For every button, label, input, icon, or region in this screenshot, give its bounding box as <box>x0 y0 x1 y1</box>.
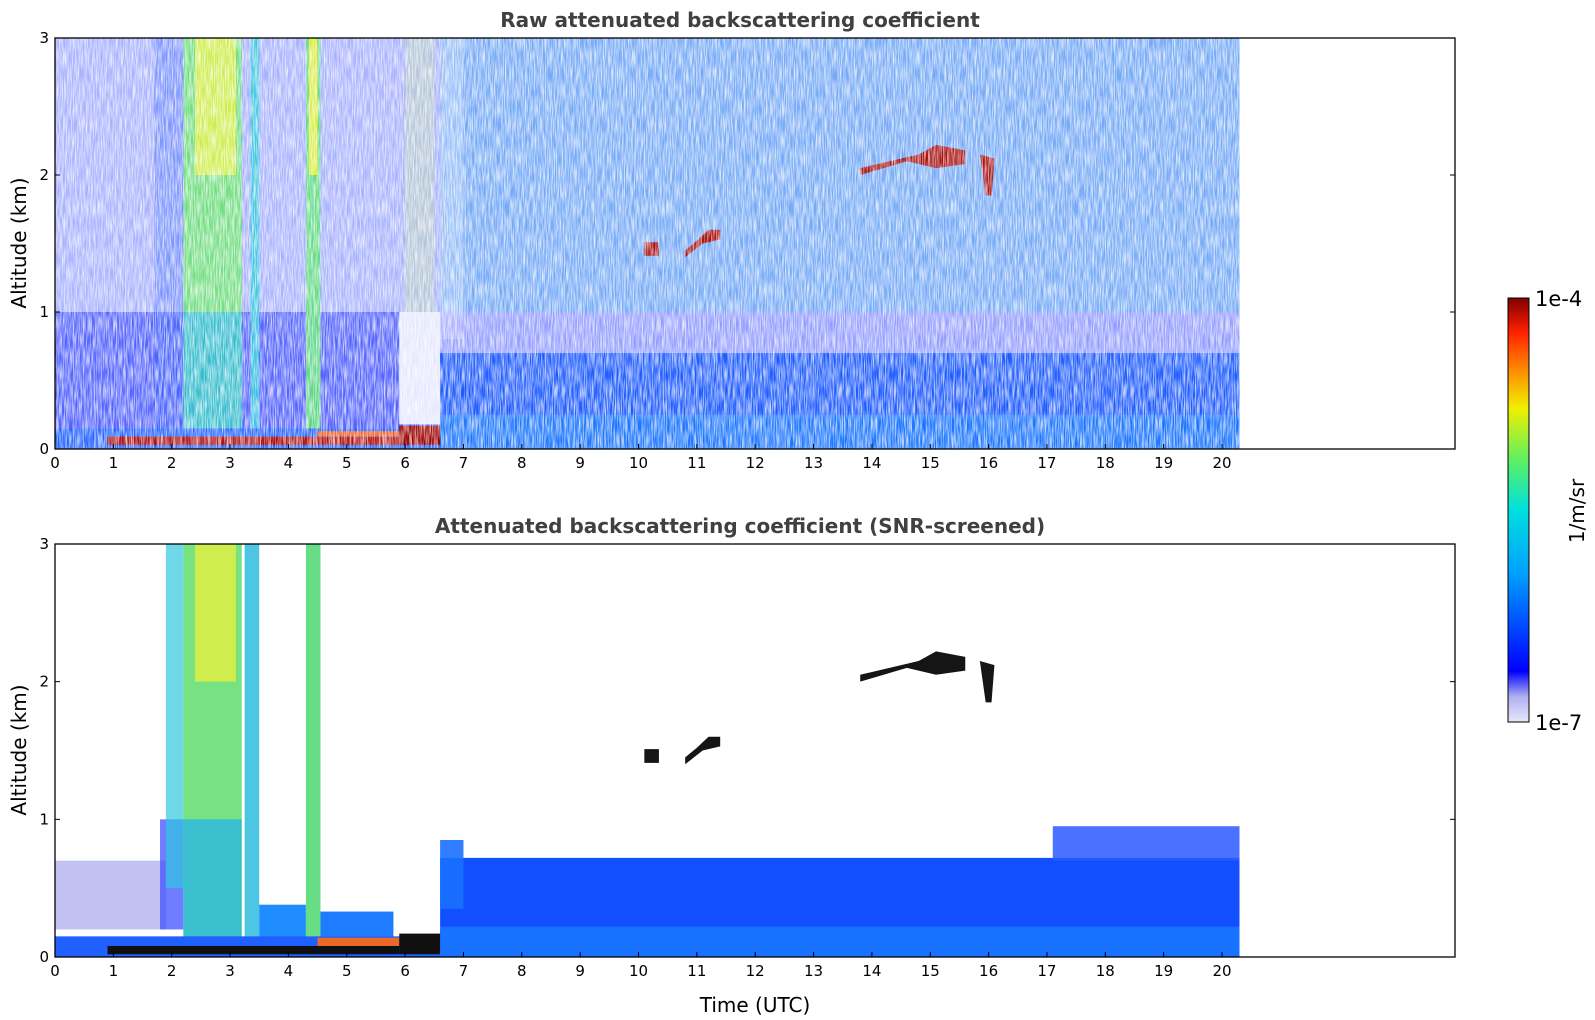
x-tick-label: 10 <box>629 454 648 472</box>
y-tick-label: 1 <box>39 810 49 828</box>
x-tick-label: 11 <box>687 962 706 980</box>
x-tick-label: 8 <box>517 962 527 980</box>
x-tick-label: 6 <box>400 454 410 472</box>
x-tick-label: 5 <box>342 454 352 472</box>
x-tick-label: 20 <box>1212 454 1231 472</box>
colorbar <box>1507 297 1530 723</box>
x-tick-label: 3 <box>225 962 235 980</box>
x-tick-label: 18 <box>1096 454 1115 472</box>
x-tick-label: 17 <box>1037 962 1056 980</box>
x-tick-label: 13 <box>804 454 823 472</box>
x-tick-label: 0 <box>50 454 60 472</box>
cloud <box>644 749 659 763</box>
x-tick-label: 10 <box>629 962 648 980</box>
x-tick-label: 17 <box>1037 454 1056 472</box>
faint-layer <box>55 860 166 930</box>
colorbar-label: 1/m/sr <box>1565 478 1589 543</box>
y-tick-label: 1 <box>39 303 49 321</box>
x-tick-label: 6 <box>400 962 410 980</box>
x-tick-label: 12 <box>746 962 765 980</box>
x-tick-label: 5 <box>342 962 352 980</box>
x-tick-label: 7 <box>459 962 469 980</box>
x-tick-label: 1 <box>109 962 119 980</box>
y-tick-label: 0 <box>39 948 49 966</box>
x-tick-label: 1 <box>109 454 119 472</box>
panel-2-heatmap <box>55 544 1240 957</box>
x-tick-label: 14 <box>862 454 881 472</box>
panel-1-title: Raw attenuated backscattering coefficien… <box>500 8 980 32</box>
x-tick-label: 12 <box>746 454 765 472</box>
y-tick-label: 3 <box>39 29 49 47</box>
colorbar-min-label: 1e-7 <box>1535 711 1582 735</box>
x-tick-label: 2 <box>167 962 177 980</box>
x-tick-label: 15 <box>921 454 940 472</box>
boundary-layer-core <box>440 926 1240 957</box>
x-tick-label: 16 <box>979 962 998 980</box>
x-tick-label: 9 <box>575 454 585 472</box>
x-tick-label: 18 <box>1096 962 1115 980</box>
panel-2-ylabel: Altitude (km) <box>7 684 31 815</box>
surface-aerosol <box>399 933 441 955</box>
x-tick-label: 13 <box>804 962 823 980</box>
x-axis-label: Time (UTC) <box>699 993 811 1017</box>
x-tick-label: 0 <box>50 962 60 980</box>
x-tick-label: 2 <box>167 454 177 472</box>
colorbar-max-label: 1e-4 <box>1535 287 1582 311</box>
precip-column <box>305 544 321 944</box>
y-tick-label: 2 <box>39 673 49 691</box>
screened-column <box>165 544 184 889</box>
precip-column <box>244 544 260 944</box>
noise-texture <box>55 38 1240 449</box>
x-tick-label: 16 <box>979 454 998 472</box>
x-tick-label: 3 <box>225 454 235 472</box>
precip-column-top <box>195 544 236 682</box>
x-tick-label: 7 <box>459 454 469 472</box>
cloud <box>685 736 721 765</box>
surface-aerosol <box>107 945 400 955</box>
x-tick-label: 11 <box>687 454 706 472</box>
x-tick-label: 4 <box>284 962 294 980</box>
panel-2-title: Attenuated backscattering coefficient (S… <box>435 514 1045 538</box>
x-tick-label: 9 <box>575 962 585 980</box>
x-tick-label: 19 <box>1154 962 1173 980</box>
y-tick-label: 0 <box>39 440 49 458</box>
y-tick-label: 2 <box>39 166 49 184</box>
x-tick-label: 4 <box>284 454 294 472</box>
x-tick-label: 19 <box>1154 454 1173 472</box>
panel-1-ylabel: Altitude (km) <box>7 177 31 308</box>
surface-aerosol-top <box>317 937 400 946</box>
x-tick-label: 14 <box>862 962 881 980</box>
cloud <box>860 651 966 682</box>
cloud <box>979 661 995 703</box>
precip-column-base <box>183 819 242 944</box>
x-tick-label: 15 <box>921 962 940 980</box>
x-tick-label: 8 <box>517 454 527 472</box>
panel-1-heatmap <box>55 38 1240 449</box>
boundary-layer-top <box>1052 826 1240 861</box>
y-tick-label: 3 <box>39 535 49 553</box>
x-tick-label: 20 <box>1212 962 1231 980</box>
boundary-layer-top <box>440 839 464 909</box>
